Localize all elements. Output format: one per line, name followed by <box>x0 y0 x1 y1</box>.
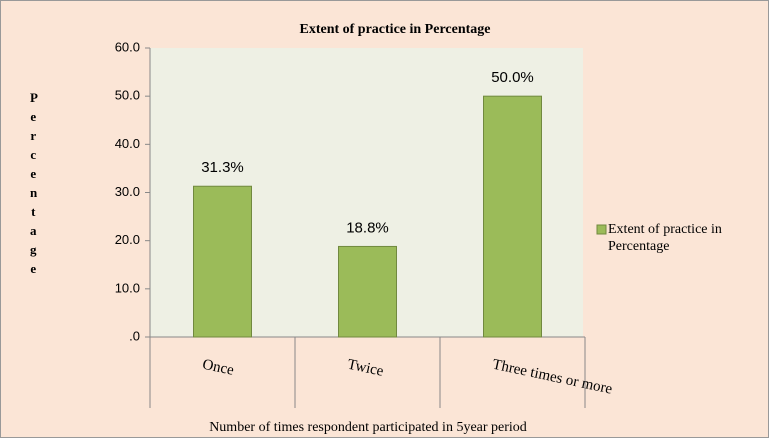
bar <box>338 245 397 338</box>
x-tick-label: Three times or more <box>491 357 614 398</box>
value-label: 50.0% <box>491 69 534 86</box>
value-label: 18.8% <box>346 219 389 236</box>
y-tick-label: 40.0 <box>115 136 140 151</box>
y-axis-label: Percentage <box>30 90 38 276</box>
value-label: 31.3% <box>201 159 244 176</box>
chart-title: Extent of practice in Percentage <box>299 22 490 37</box>
legend-label: Extent of practice in Percentage <box>608 222 722 254</box>
y-tick-label: 30.0 <box>115 184 140 199</box>
legend-swatch <box>596 224 607 235</box>
y-tick-label: 20.0 <box>115 232 140 247</box>
y-tick-label: .0 <box>129 328 140 343</box>
x-tick-label: Once <box>201 357 236 379</box>
bar <box>193 185 252 338</box>
bar <box>483 95 542 338</box>
y-tick-label: 60.0 <box>115 39 140 54</box>
x-tick-label: Twice <box>346 357 385 380</box>
x-axis-label: Number of times respondent participated … <box>209 420 527 435</box>
y-tick-label: 50.0 <box>115 88 140 103</box>
y-tick-label: 10.0 <box>115 280 140 295</box>
